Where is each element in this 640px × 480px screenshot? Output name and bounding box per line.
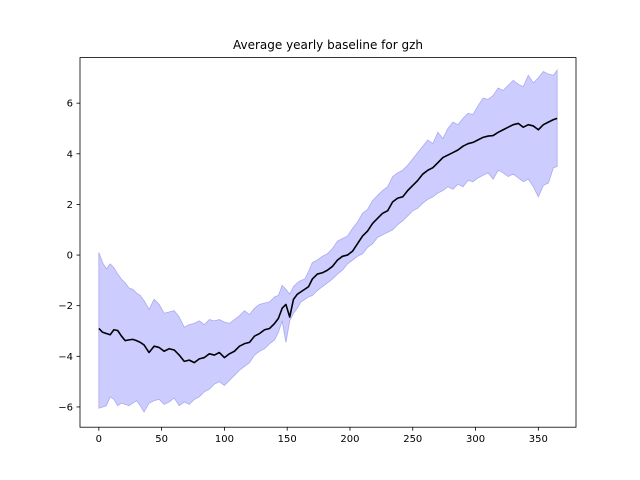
plot-area — [98, 69, 558, 413]
chart-title: Average yearly baseline for gzh — [233, 38, 423, 52]
y-tick-label: 6 — [67, 99, 73, 110]
x-tick-label: 350 — [529, 434, 548, 445]
y-axis: −6 −4 −2 0 2 4 6 — [58, 99, 80, 413]
y-tick-label: −6 — [58, 402, 73, 413]
x-axis: 0 50 100 150 200 250 300 350 — [96, 427, 548, 445]
x-tick-label: 50 — [155, 434, 168, 445]
x-tick-label: 100 — [215, 434, 234, 445]
mean-line — [98, 117, 558, 364]
confidence-band — [98, 69, 558, 413]
y-tick-label: 0 — [67, 251, 73, 262]
x-tick-label: 0 — [96, 434, 102, 445]
y-tick-label: −4 — [58, 352, 73, 363]
y-tick-label: 4 — [67, 149, 73, 160]
x-tick-label: 200 — [340, 434, 359, 445]
x-tick-label: 250 — [403, 434, 422, 445]
x-tick-label: 300 — [466, 434, 485, 445]
y-tick-label: −2 — [58, 301, 73, 312]
axes-frame — [79, 57, 577, 428]
y-tick-label: 2 — [67, 200, 73, 211]
x-tick-label: 150 — [278, 434, 297, 445]
